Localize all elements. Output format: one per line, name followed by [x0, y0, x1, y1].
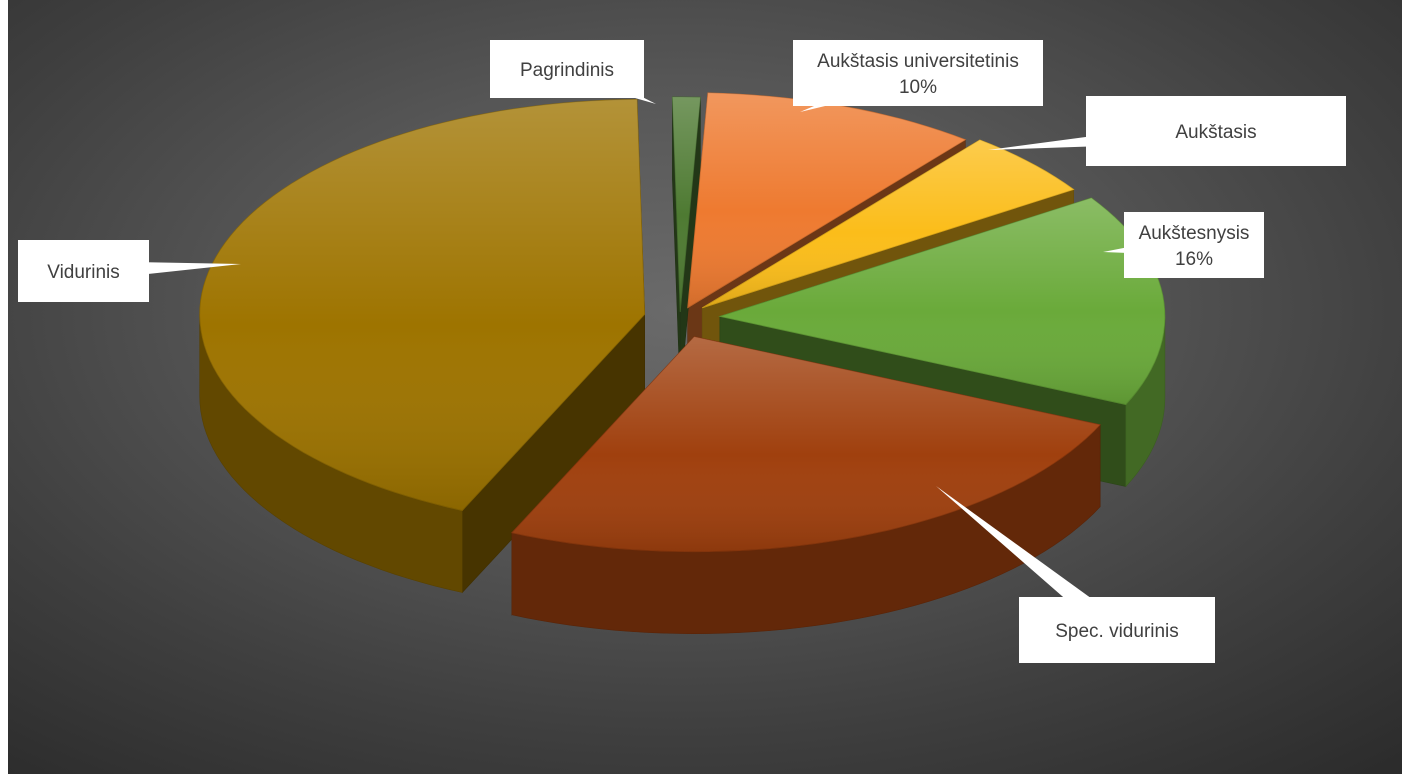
data-labels: Pagrindinis Aukštasis universitetinis 10% A…: [18, 40, 1346, 663]
callout-box-vidurinis: [18, 240, 149, 302]
data-label-aukstasis: Aukštasis: [1175, 122, 1256, 143]
callout-box-aukstasis: [1086, 96, 1346, 166]
callout-box-spec-vidurinis: [1019, 597, 1215, 663]
data-label-vidurinis: Vidurinis: [47, 262, 120, 283]
callout-box-aukstasis-universitetinis: [793, 40, 1043, 106]
data-label-pagrindinis: Pagrindinis: [520, 60, 614, 81]
data-label-aukstasis-universitetinis: Aukštasis universitetinis: [817, 51, 1019, 72]
data-label-value-aukstesnysis: 16%: [1175, 249, 1213, 270]
pie-chart: Pagrindinis Aukštasis universitetinis 10% A…: [18, 40, 1346, 663]
callout-box-pagrindinis: [490, 40, 644, 98]
chart-area: Pagrindinis Aukštasis universitetinis 10% A…: [8, 0, 1402, 774]
data-label-value-aukstasis-universitetinis: 10%: [899, 77, 937, 98]
data-label-spec-vidurinis: Spec. vidurinis: [1055, 621, 1179, 642]
data-label-aukstesnysis: Aukštesnysis: [1139, 223, 1250, 244]
callout-box-aukstesnysis: [1124, 212, 1264, 278]
